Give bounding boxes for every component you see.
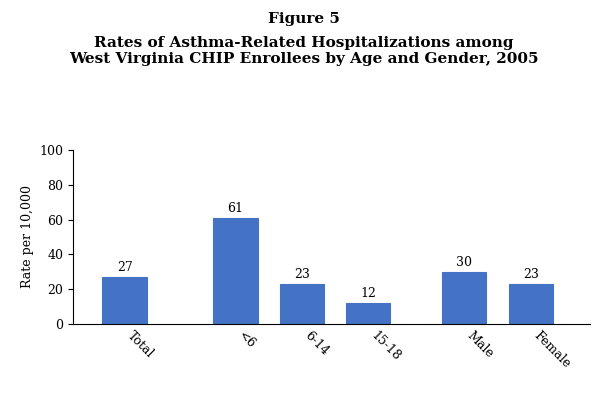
Text: Figure 5: Figure 5 — [268, 12, 340, 26]
Text: 30: 30 — [456, 256, 472, 269]
Text: 23: 23 — [294, 268, 309, 281]
Bar — [346, 303, 390, 324]
Y-axis label: Rate per 10,000: Rate per 10,000 — [21, 186, 33, 288]
Bar — [508, 284, 553, 324]
Text: 23: 23 — [523, 268, 539, 281]
Bar — [103, 277, 147, 324]
Text: 12: 12 — [361, 288, 376, 301]
Bar — [280, 284, 324, 324]
Text: 61: 61 — [227, 202, 243, 215]
Text: 27: 27 — [117, 261, 133, 275]
Bar — [442, 272, 486, 324]
Text: Rates of Asthma-Related Hospitalizations among
West Virginia CHIP Enrollees by A: Rates of Asthma-Related Hospitalizations… — [69, 36, 539, 66]
Bar — [213, 218, 258, 324]
